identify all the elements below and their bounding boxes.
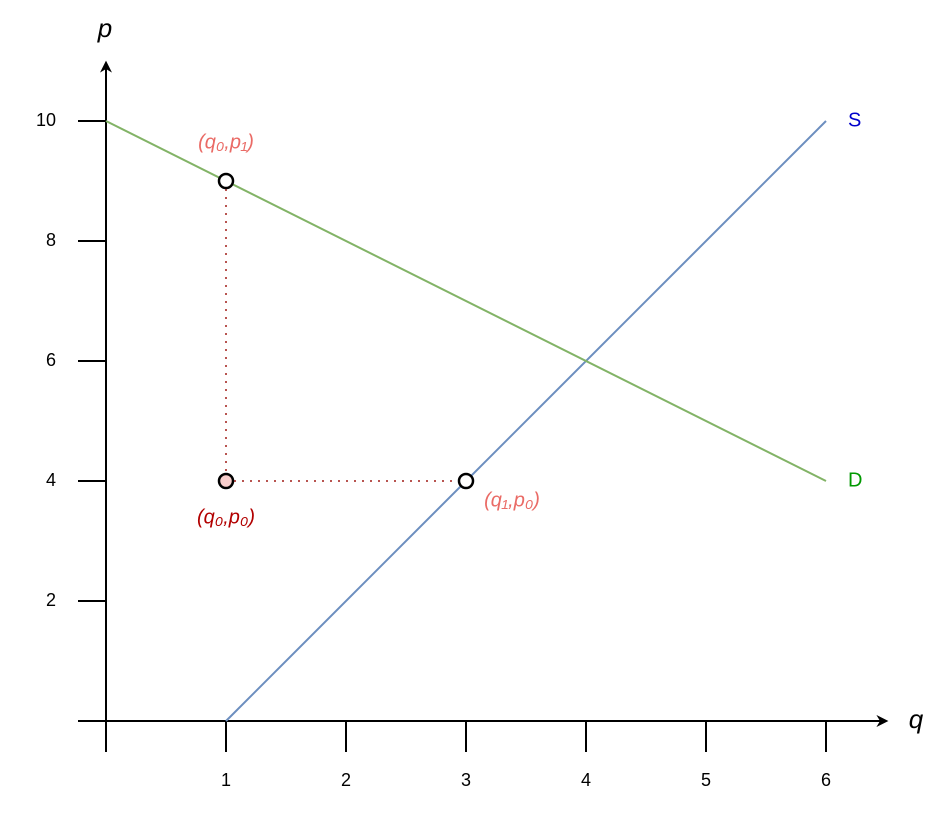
y-tick-label: 2 xyxy=(46,590,56,610)
point-label: (q₀,p₁) xyxy=(198,131,254,153)
point xyxy=(457,472,475,490)
point xyxy=(217,172,235,190)
y-tick-label: 4 xyxy=(46,470,56,490)
y-tick-label: 8 xyxy=(46,230,56,250)
x-axis-label: q xyxy=(909,704,924,734)
x-tick-label: 3 xyxy=(461,770,471,790)
y-tick-label: 10 xyxy=(36,110,56,130)
x-tick-label: 5 xyxy=(701,770,711,790)
series-label: D xyxy=(848,469,862,491)
x-tick-label: 1 xyxy=(221,770,231,790)
x-tick-label: 6 xyxy=(821,770,831,790)
y-axis-label: p xyxy=(97,13,112,43)
point-label: (q₀,p₀) xyxy=(197,506,255,528)
x-tick-label: 4 xyxy=(581,770,591,790)
y-tick-label: 6 xyxy=(46,350,56,370)
series-line xyxy=(225,120,827,722)
series-label: S xyxy=(848,109,861,131)
series-line xyxy=(105,120,827,482)
x-tick-label: 2 xyxy=(341,770,351,790)
point-label: (q₁,p₀) xyxy=(484,489,540,511)
point xyxy=(217,472,235,490)
